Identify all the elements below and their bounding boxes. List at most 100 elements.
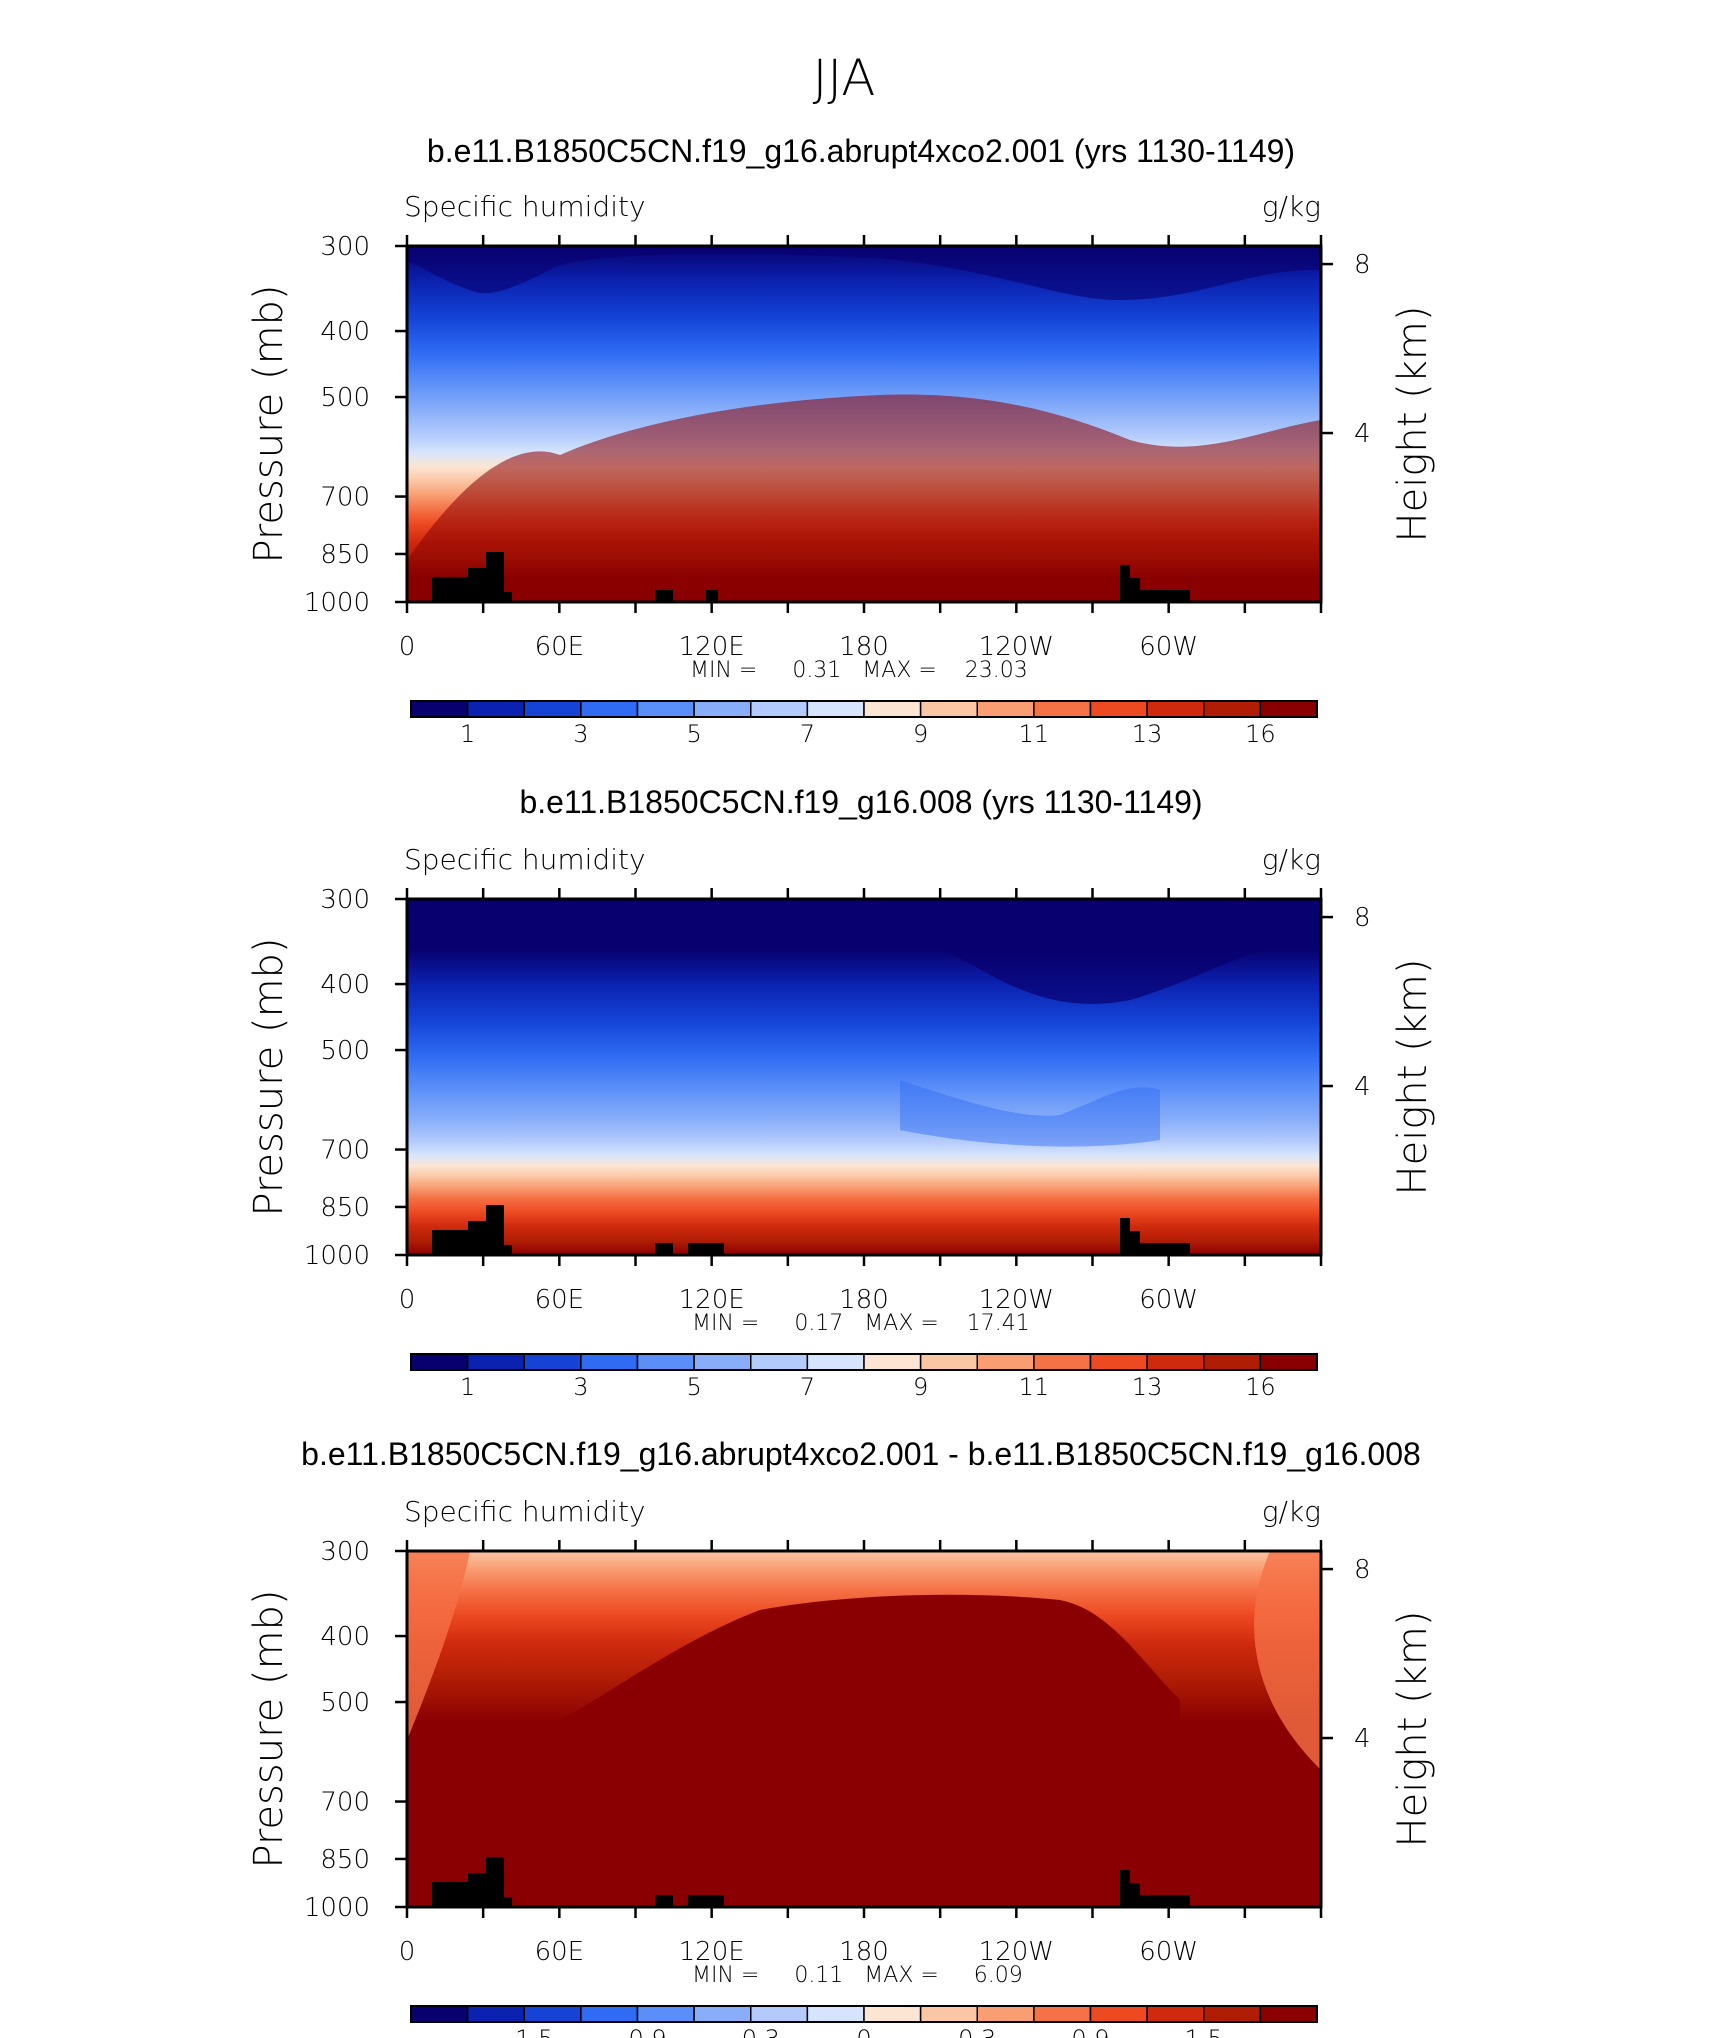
x-tick-label: 120E bbox=[679, 1937, 745, 1967]
colorbar-swatch bbox=[1033, 2005, 1092, 2023]
y2-axis-label: Height (km) bbox=[1390, 306, 1436, 543]
colorbar-swatch bbox=[523, 700, 582, 718]
contour-field bbox=[407, 899, 1321, 1255]
colorbar bbox=[410, 1353, 1318, 1371]
colorbar-swatch bbox=[806, 700, 865, 718]
colorbar-swatch bbox=[580, 1353, 639, 1371]
colorbar-swatch bbox=[976, 700, 1035, 718]
colorbar-swatch bbox=[410, 2005, 469, 2023]
colorbar-swatch bbox=[1259, 1353, 1318, 1371]
x-ticks: 0 60E 120E 180 120W 60W bbox=[399, 888, 1323, 1315]
colorbar-swatch bbox=[750, 1353, 809, 1371]
colorbar-label: 5 bbox=[686, 1373, 701, 1401]
colorbar-swatch bbox=[750, 2005, 809, 2023]
y-ticks: 300 400 500 700 850 1000 bbox=[304, 1537, 407, 1923]
colorbar-label: 7 bbox=[800, 720, 815, 748]
colorbar-swatch bbox=[1203, 1353, 1262, 1371]
contour-dry-trough bbox=[900, 1080, 1160, 1147]
colorbar-swatch bbox=[636, 700, 695, 718]
y2-tick-label: 8 bbox=[1354, 1555, 1371, 1585]
contour-upper-anomaly bbox=[560, 1594, 1180, 1907]
colorbar-swatch bbox=[1089, 700, 1148, 718]
colorbar-swatch bbox=[1089, 1353, 1148, 1371]
colorbar-swatch bbox=[976, 2005, 1035, 2023]
contour-west-edge bbox=[407, 1551, 470, 1740]
colorbar-swatch bbox=[693, 1353, 752, 1371]
contour-field bbox=[407, 1551, 1321, 1907]
x-tick-label: 120W bbox=[979, 632, 1054, 662]
y-tick-label: 1000 bbox=[304, 588, 370, 618]
x-tick-label: 120W bbox=[979, 1285, 1054, 1315]
colorbar-label: 13 bbox=[1132, 1373, 1163, 1401]
colorbar-label: 9 bbox=[913, 720, 928, 748]
colorbar-swatch bbox=[1089, 2005, 1148, 2023]
units-label: g/kg bbox=[1262, 190, 1321, 223]
colorbar-swatch bbox=[466, 1353, 525, 1371]
colorbar-label: −1.5 bbox=[495, 2025, 553, 2038]
colorbar-label: 13 bbox=[1132, 720, 1163, 748]
panel-title: b.e11.B1850C5CN.f19_g16.abrupt4xco2.001 … bbox=[427, 133, 1295, 169]
y-tick-label: 850 bbox=[320, 540, 370, 570]
land-mask bbox=[432, 552, 1190, 602]
units-label: g/kg bbox=[1262, 843, 1321, 876]
colorbar-swatch bbox=[466, 2005, 525, 2023]
y2-tick-label: 4 bbox=[1354, 419, 1371, 449]
colorbar-swatch bbox=[1146, 2005, 1205, 2023]
colorbar-swatch bbox=[1259, 700, 1318, 718]
x-tick-label: 60E bbox=[535, 632, 585, 662]
y-ticks: 300 400 500 700 850 1000 bbox=[304, 232, 407, 618]
colorbar-swatch bbox=[1146, 700, 1205, 718]
y2-ticks: 84 bbox=[1321, 250, 1371, 449]
colorbar-labels: −1.5 −0.9 −0.3 0 0.3 0.9 1.5 bbox=[495, 2025, 1223, 2038]
x-tick-label: 120W bbox=[979, 1937, 1054, 1967]
colorbar-swatch bbox=[466, 700, 525, 718]
colorbar-swatch bbox=[636, 1353, 695, 1371]
x-tick-label: 120E bbox=[679, 1285, 745, 1315]
x-tick-label: 60W bbox=[1139, 632, 1198, 662]
y-tick-label: 700 bbox=[320, 483, 370, 513]
colorbar-swatch bbox=[750, 700, 809, 718]
x-tick-label: 0 bbox=[399, 632, 416, 662]
colorbar-label: 9 bbox=[913, 1373, 928, 1401]
y-tick-label: 850 bbox=[320, 1193, 370, 1223]
y-ticks: 300 400 500 700 850 1000 bbox=[304, 885, 407, 1271]
colorbar-label: 16 bbox=[1245, 1373, 1276, 1401]
y2-axis-label: Height (km) bbox=[1390, 1611, 1436, 1848]
colorbar-label: 3 bbox=[573, 1373, 588, 1401]
colorbar-label: 16 bbox=[1245, 720, 1276, 748]
variable-label: Specific humidity bbox=[404, 843, 646, 876]
colorbar-label: 3 bbox=[573, 720, 588, 748]
y-tick-label: 400 bbox=[320, 970, 370, 1000]
colorbar-swatch bbox=[693, 700, 752, 718]
y2-tick-label: 8 bbox=[1354, 903, 1371, 933]
x-ticks: 0 60E 120E 180 120W 60W bbox=[399, 235, 1323, 662]
colorbar-swatch bbox=[580, 700, 639, 718]
colorbar-swatch bbox=[410, 700, 469, 718]
y-tick-label: 300 bbox=[320, 885, 370, 915]
contour-moist-bulge bbox=[407, 394, 1321, 602]
colorbar-swatch bbox=[1203, 2005, 1262, 2023]
units-label: g/kg bbox=[1262, 1495, 1321, 1528]
colorbar-label: 5 bbox=[686, 720, 701, 748]
colorbar-swatch bbox=[1033, 1353, 1092, 1371]
colorbar-label: 7 bbox=[800, 1373, 815, 1401]
x-tick-label: 0 bbox=[399, 1285, 416, 1315]
land-mask bbox=[432, 1857, 1190, 1907]
x-tick-label: 180 bbox=[839, 632, 889, 662]
y-tick-label: 400 bbox=[320, 1622, 370, 1652]
y-axis-label: Pressure (mb) bbox=[246, 284, 292, 563]
colorbar-swatch bbox=[863, 1353, 922, 1371]
colorbar-swatch bbox=[523, 1353, 582, 1371]
x-tick-label: 0 bbox=[399, 1937, 416, 1967]
colorbar bbox=[410, 700, 1318, 718]
x-tick-label: 60E bbox=[535, 1937, 585, 1967]
y-tick-label: 300 bbox=[320, 232, 370, 262]
x-tick-label: 120E bbox=[679, 632, 745, 662]
contour-dry-bowl bbox=[880, 899, 1321, 1004]
x-ticks: 0 60E 120E 180 120W 60W bbox=[399, 1540, 1323, 1967]
colorbar-swatch bbox=[693, 2005, 752, 2023]
y2-ticks: 84 bbox=[1321, 1555, 1371, 1754]
stats-label: MIN = 0.31 MAX = 23.03 bbox=[690, 658, 1028, 683]
colorbar-label: −0.9 bbox=[608, 2025, 666, 2038]
